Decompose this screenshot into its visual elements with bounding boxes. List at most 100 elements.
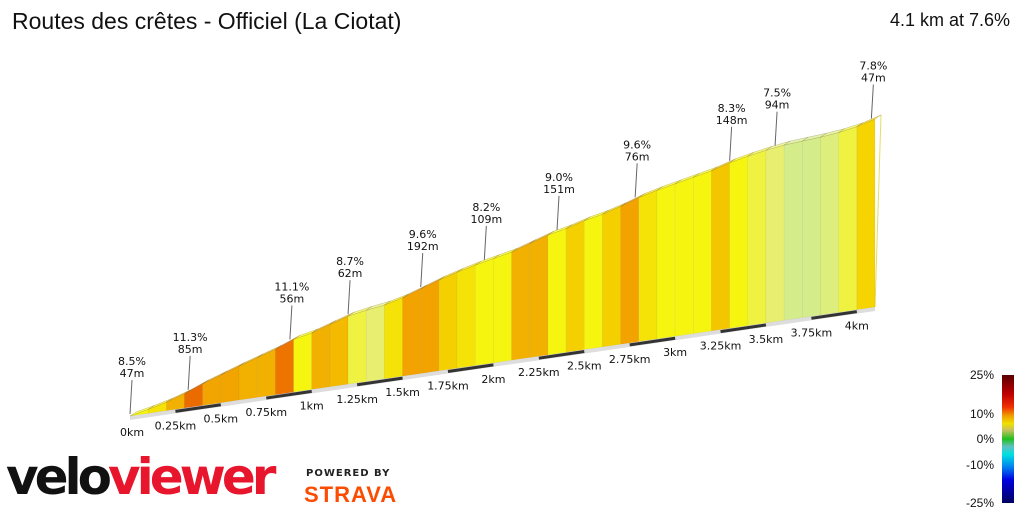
annotation-gradient: 9.6% <box>623 138 651 151</box>
x-tick-label: 3.75km <box>791 326 833 339</box>
gradient-segment <box>311 324 331 390</box>
annotation-length: 148m <box>716 114 748 127</box>
annotation-leader-line <box>729 126 733 161</box>
veloviewer-logo: veloviewer <box>6 448 276 506</box>
gradient-segment <box>438 271 458 372</box>
annotation-leader-line <box>420 252 424 288</box>
x-tick-label: 3.5km <box>749 333 784 346</box>
gradient-segment <box>456 264 476 369</box>
annotation-length: 109m <box>470 213 502 226</box>
annotation-length: 47m <box>120 367 145 380</box>
legend-label: -10% <box>965 458 994 472</box>
gradient-segment <box>365 304 385 382</box>
x-tick-label: 0.5km <box>204 413 239 426</box>
gradient-segment <box>783 140 803 321</box>
strava-logo: STRAVA <box>304 482 398 507</box>
x-tick-label: 0.75km <box>245 406 287 419</box>
km-segment-marker <box>720 323 767 334</box>
gradient-segment <box>747 149 767 326</box>
gradient-segment <box>856 118 876 310</box>
x-tick-label: 2.25km <box>518 366 560 379</box>
x-tick-label: 0km <box>120 426 144 439</box>
km-segment-marker <box>811 310 858 320</box>
gradient-segment <box>620 197 640 345</box>
gradient-segment <box>765 144 785 324</box>
annotation-gradient: 8.2% <box>472 201 500 214</box>
annotation-leader-line <box>187 355 191 390</box>
gradient-segment <box>656 183 676 340</box>
annotation-gradient: 8.5% <box>118 355 146 368</box>
km-segment-marker <box>175 403 222 413</box>
annotation-gradient: 7.5% <box>763 87 791 100</box>
gradient-segment <box>220 365 240 403</box>
annotation-leader-line <box>347 280 351 315</box>
annotation-length: 192m <box>407 240 439 253</box>
gradient-segment <box>329 315 349 388</box>
x-tick-label: 2.5km <box>567 360 602 373</box>
profile-base <box>130 307 875 420</box>
legend-label: 25% <box>969 368 994 382</box>
gradient-segment <box>711 162 730 332</box>
gradient-segment <box>602 206 621 348</box>
annotation-length: 85m <box>178 343 203 356</box>
gradient-segment <box>420 279 440 374</box>
annotation-gradient: 8.7% <box>336 255 364 268</box>
gradient-segment <box>820 132 839 316</box>
annotation-length: 62m <box>338 267 363 280</box>
profile-end-edge <box>874 114 882 308</box>
km-segment-marker <box>447 363 494 373</box>
gradient-segment <box>493 251 512 364</box>
annotation-leader-line <box>556 195 560 230</box>
legend-label: 0% <box>976 432 994 446</box>
annotation-leader-line <box>289 305 293 340</box>
gradient-segment <box>384 297 403 380</box>
gradient-segment <box>293 332 312 393</box>
km-segment-marker <box>538 350 585 360</box>
x-tick-label: 3.25km <box>700 340 742 353</box>
gradient-segment <box>584 213 603 350</box>
km-segment-marker <box>356 376 403 387</box>
gradient-segment <box>347 309 367 385</box>
annotation-gradient: 9.6% <box>409 228 437 241</box>
gradient-segment <box>184 383 203 409</box>
annotation-gradient: 11.3% <box>173 331 208 344</box>
annotation-gradient: 9.0% <box>545 171 573 184</box>
x-tick-label: 1.25km <box>336 393 378 406</box>
annotation-leader-line <box>483 225 487 260</box>
gradient-segment <box>802 136 821 318</box>
annotation-length: 94m <box>765 99 790 112</box>
x-tick-label: 1.5km <box>385 386 420 399</box>
annotation-gradient: 8.3% <box>718 102 746 115</box>
x-tick-label: 1.75km <box>427 379 469 392</box>
x-tick-label: 4km <box>845 320 869 333</box>
x-tick-label: 2.75km <box>609 353 651 366</box>
gradient-segment <box>511 243 531 361</box>
x-tick-label: 0.25km <box>155 419 197 432</box>
chart-title: Routes des crêtes - Officiel (La Ciotat) <box>12 8 402 34</box>
legend-label: -25% <box>965 496 994 510</box>
x-tick-label: 1km <box>300 399 324 412</box>
gradient-segment <box>565 220 585 353</box>
annotation-leader-line <box>634 163 638 198</box>
annotation-leader-line <box>870 84 874 119</box>
annotation-gradient: 7.8% <box>859 60 887 73</box>
climb-summary: 4.1 km at 7.6% <box>889 10 1010 30</box>
annotation-leader-line <box>774 111 778 146</box>
annotation-length: 56m <box>280 292 305 305</box>
km-segment-marker <box>629 336 676 347</box>
gradient-segment <box>529 234 549 358</box>
legend-label: 10% <box>969 407 994 421</box>
annotation-length: 47m <box>861 72 886 85</box>
gradient-segment <box>166 393 185 411</box>
gradient-segment <box>638 190 658 342</box>
gradient-segment <box>474 258 494 366</box>
gradient-segment <box>402 288 421 377</box>
gradient-segment <box>693 170 712 334</box>
annotation-length: 76m <box>625 150 650 163</box>
gradient-segment <box>729 155 749 329</box>
gradient-segment <box>547 228 567 356</box>
annotation-gradient: 11.1% <box>274 280 309 293</box>
km-segment-marker <box>266 389 312 400</box>
gradient-segment <box>674 176 694 337</box>
